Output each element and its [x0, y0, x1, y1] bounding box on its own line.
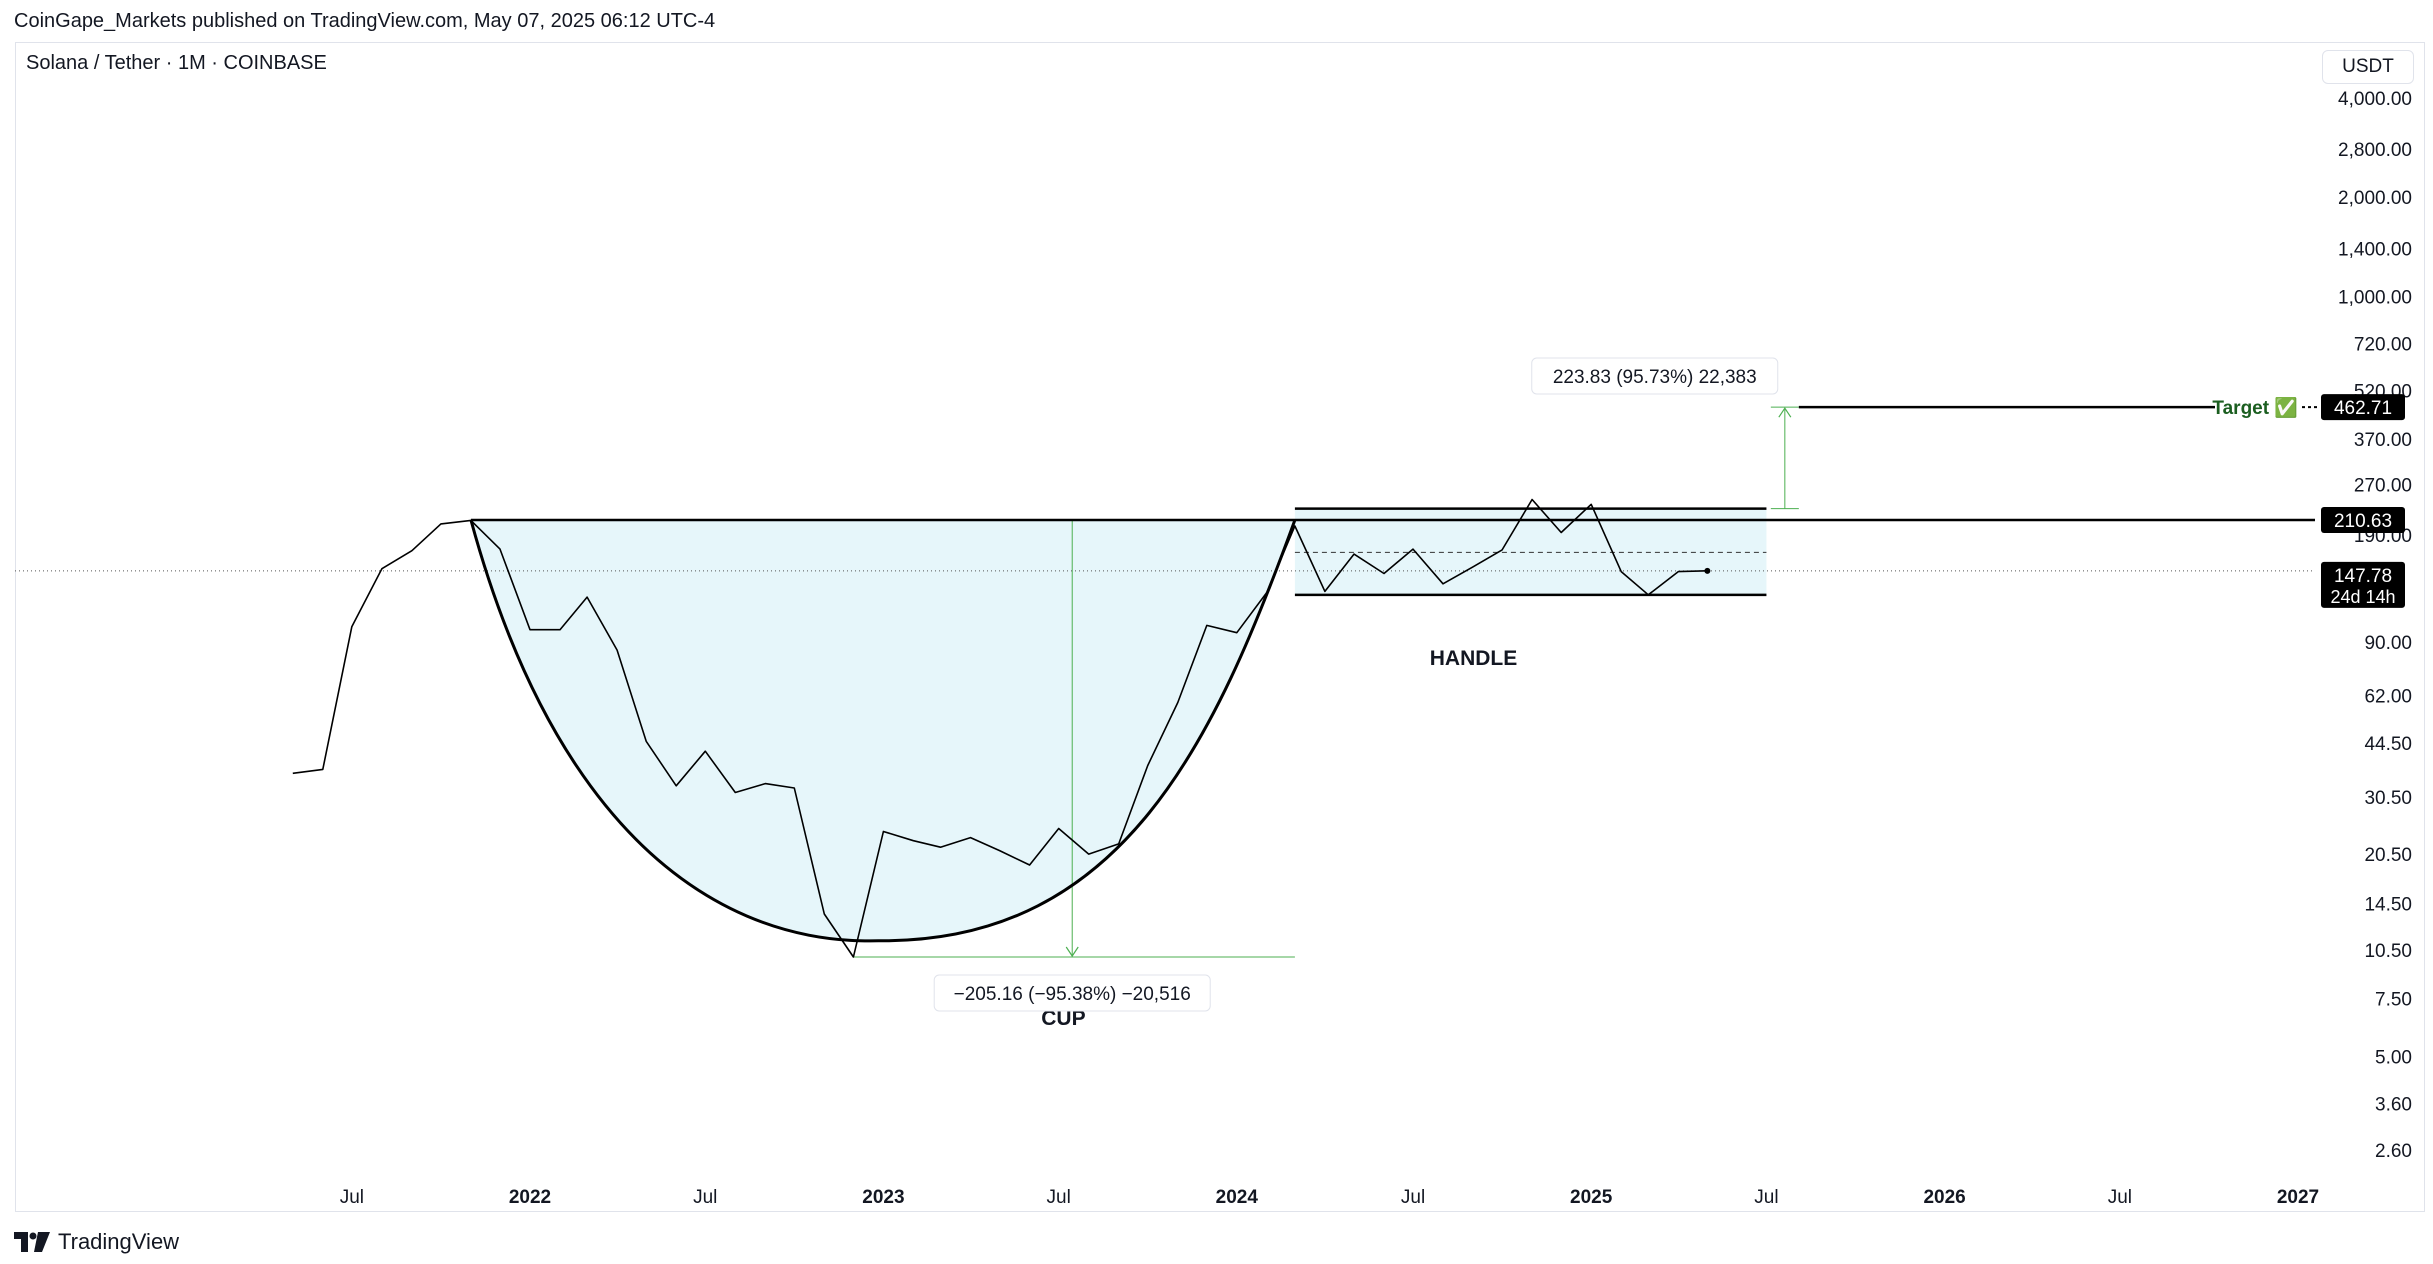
- x-tick-label: Jul: [2108, 1187, 2132, 1208]
- x-tick-label: 2023: [862, 1187, 904, 1208]
- handle-label: HANDLE: [1430, 647, 1518, 670]
- y-tick-label: 10.50: [2364, 941, 2412, 962]
- y-tick-label: 3.60: [2375, 1095, 2412, 1116]
- y-tick-label: 2,800.00: [2338, 140, 2412, 161]
- x-tick-label: Jul: [1754, 1187, 1778, 1208]
- target-price-label-bg: [2321, 394, 2405, 421]
- last-price-label-bg: [2321, 561, 2405, 608]
- measure-down-arrowhead: [1065, 946, 1079, 958]
- y-tick-label: 2.60: [2375, 1141, 2412, 1162]
- x-tick-label: 2024: [1216, 1187, 1259, 1208]
- published-header: CoinGape_Markets published on TradingVie…: [14, 10, 716, 32]
- symbol-title[interactable]: Solana / Tether · 1M · COINBASE: [26, 52, 327, 74]
- y-tick-label: 370.00: [2354, 430, 2412, 451]
- y-tick-label: 20.50: [2364, 845, 2412, 866]
- tradingview-logo-icon: [14, 1232, 50, 1252]
- handle-fill: [1294, 508, 1767, 595]
- x-tick-label: Jul: [1401, 1187, 1425, 1208]
- measure-up-label: 223.83 (95.73%) 22,383: [1553, 367, 1757, 388]
- x-tick-label: 2025: [1570, 1187, 1613, 1208]
- y-tick-label: 5.00: [2375, 1047, 2412, 1068]
- measure-down-label: −205.16 (−95.38%) −20,516: [954, 984, 1191, 1005]
- currency-button[interactable]: USDT: [2322, 50, 2414, 84]
- measure-up-arrowhead: [1778, 407, 1792, 418]
- y-tick-label: 270.00: [2354, 475, 2412, 496]
- y-tick-label: 720.00: [2354, 335, 2412, 356]
- chart-frame: [15, 42, 2425, 1212]
- y-tick-label: 1,400.00: [2338, 239, 2412, 260]
- x-tick-label: 2022: [509, 1187, 551, 1208]
- y-tick-label: 90.00: [2364, 633, 2412, 654]
- target-price-label: 462.71: [2334, 398, 2392, 419]
- price-line: [292, 498, 1708, 958]
- y-tick-label: 7.50: [2375, 989, 2412, 1010]
- last-price-dot: [1704, 567, 1711, 574]
- last-price-label: 147.78: [2334, 566, 2392, 587]
- y-tick-label: 30.50: [2364, 788, 2412, 809]
- y-tick-label: 1,000.00: [2338, 288, 2412, 309]
- tradingview-brand-text: TradingView: [58, 1229, 180, 1254]
- y-tick-label: 2,000.00: [2338, 188, 2412, 209]
- cup-arc: [469, 519, 1297, 943]
- y-tick-label: 44.50: [2364, 734, 2412, 755]
- cup-label: CUP: [1041, 1007, 1085, 1030]
- x-tick-label: Jul: [340, 1187, 364, 1208]
- measure-down-label-box: [933, 974, 1211, 1012]
- x-tick-label: Jul: [1047, 1187, 1071, 1208]
- y-tick-label: 62.00: [2364, 686, 2412, 707]
- y-tick-label: 14.50: [2364, 895, 2412, 916]
- x-tick-label: 2027: [2277, 1187, 2319, 1208]
- last-price-label-countdown: 24d 14h: [2330, 587, 2395, 607]
- resistance-price-label: 210.63: [2334, 511, 2392, 532]
- cup-fill: [470, 520, 1295, 941]
- resistance-price-label-bg: [2321, 507, 2405, 533]
- measure-up-label-box: [1531, 357, 1779, 395]
- target-text: Target ✅: [2212, 396, 2298, 419]
- tradingview-brand[interactable]: TradingView: [14, 1229, 179, 1255]
- y-tick-label: 4,000.00: [2338, 89, 2412, 110]
- x-tick-label: 2026: [1923, 1187, 1965, 1208]
- x-tick-label: Jul: [693, 1187, 717, 1208]
